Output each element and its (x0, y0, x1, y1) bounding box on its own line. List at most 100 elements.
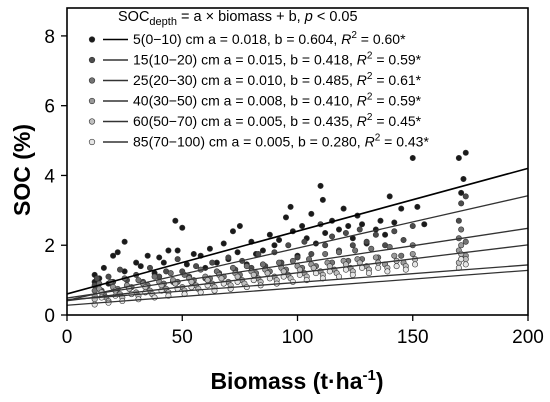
x-tick-label: 200 (512, 327, 544, 348)
legend-marker (88, 118, 96, 125)
data-point (359, 221, 366, 228)
data-point (301, 238, 308, 245)
data-point (352, 247, 359, 254)
data-point (204, 277, 211, 284)
data-point (342, 230, 349, 237)
data-point (421, 221, 428, 228)
data-point (345, 223, 352, 230)
legend-marker (88, 36, 96, 43)
data-point (172, 217, 179, 224)
regression-line-3 (66, 244, 529, 302)
data-point (220, 240, 227, 247)
data-point (179, 224, 186, 231)
data-point (218, 275, 225, 282)
data-point (190, 250, 197, 257)
data-point (398, 252, 405, 259)
data-point (151, 294, 158, 301)
data-point (372, 254, 379, 261)
data-point (236, 223, 243, 230)
data-point (296, 266, 303, 273)
x-axis: 0 50 100 150 200 (62, 315, 544, 348)
data-point (308, 210, 315, 217)
data-point (243, 263, 250, 270)
data-point (356, 226, 363, 233)
x-tick-label: 150 (397, 327, 429, 348)
data-point (209, 259, 216, 266)
data-point (458, 256, 465, 263)
data-point (349, 271, 356, 278)
data-point (117, 266, 124, 273)
data-point (151, 273, 158, 280)
data-point (359, 264, 366, 271)
data-point (285, 242, 292, 249)
data-point (174, 256, 181, 263)
plot-area (66, 7, 529, 316)
x-tick-label: 50 (172, 327, 193, 348)
data-point (335, 249, 342, 256)
data-point (409, 250, 416, 257)
data-point (264, 270, 271, 277)
legend-label: 85(70−100) cm a = 0.005, b = 0.280, R2 =… (133, 133, 429, 150)
data-point (384, 268, 391, 275)
data-point (319, 196, 326, 203)
data-point (229, 228, 236, 235)
data-point (322, 250, 329, 257)
legend-label: 60(50−70) cm a = 0.005, b = 0.435, R2 = … (133, 112, 422, 129)
legend-label: 15(10−20) cm a = 0.015, b = 0.418, R2 = … (133, 51, 422, 68)
data-point (377, 217, 384, 224)
data-point (458, 200, 465, 207)
data-point (266, 231, 273, 238)
data-point (259, 261, 266, 268)
legend-label: 40(30−50) cm a = 0.008, b = 0.410, R2 = … (133, 92, 422, 109)
data-point (234, 273, 241, 280)
data-point (386, 193, 393, 200)
data-point (280, 268, 287, 275)
data-point (276, 259, 283, 266)
regression-line-0 (66, 167, 529, 295)
legend-entry-0: 5(0−10) cm a = 0.018, b = 0.604, R2 = 0.… (88, 30, 406, 47)
data-point (368, 245, 375, 252)
regression-line-2 (66, 227, 529, 299)
data-point (393, 263, 400, 270)
data-point (382, 231, 389, 238)
y-tick-label: 6 (44, 97, 55, 118)
legend-entry-4: 60(50−70) cm a = 0.005, b = 0.435, R2 = … (88, 112, 422, 129)
data-point (114, 249, 121, 256)
data-point (398, 205, 405, 212)
data-point (462, 193, 469, 200)
legend-entry-5: 85(70−100) cm a = 0.005, b = 0.280, R2 =… (88, 133, 429, 150)
legend-entry-1: 15(10−20) cm a = 0.015, b = 0.418, R2 = … (88, 51, 422, 68)
data-point (234, 249, 241, 256)
data-point (409, 155, 416, 162)
data-point (310, 264, 317, 271)
data-point (308, 250, 315, 257)
legend: SOCdepth = a × biomass + b, p < 0.05 5(0… (88, 9, 429, 150)
data-point (462, 238, 469, 245)
legend-entry-2: 25(20−30) cm a = 0.010, b = 0.485, R2 = … (88, 71, 422, 88)
data-point (225, 254, 232, 261)
legend-entry-3: 40(30−50) cm a = 0.008, b = 0.410, R2 = … (88, 92, 422, 109)
data-point (363, 238, 370, 245)
data-point (174, 247, 181, 254)
data-point (110, 252, 117, 259)
data-point (135, 277, 142, 284)
y-axis-title: SOC (%) (9, 124, 35, 216)
y-tick-label: 0 (44, 306, 55, 327)
data-point (167, 270, 174, 277)
legend-marker (88, 97, 96, 105)
data-point (329, 233, 336, 240)
data-point (156, 254, 163, 261)
data-point (372, 231, 379, 238)
data-point (335, 226, 342, 233)
data-point (414, 203, 421, 210)
data-point (276, 236, 283, 243)
data-point (287, 203, 294, 210)
x-tick-label: 0 (62, 327, 73, 348)
data-point (458, 226, 465, 233)
data-point (133, 259, 140, 266)
data-point (289, 278, 296, 285)
data-point (165, 247, 172, 254)
data-point (243, 284, 250, 291)
data-point (229, 264, 236, 271)
